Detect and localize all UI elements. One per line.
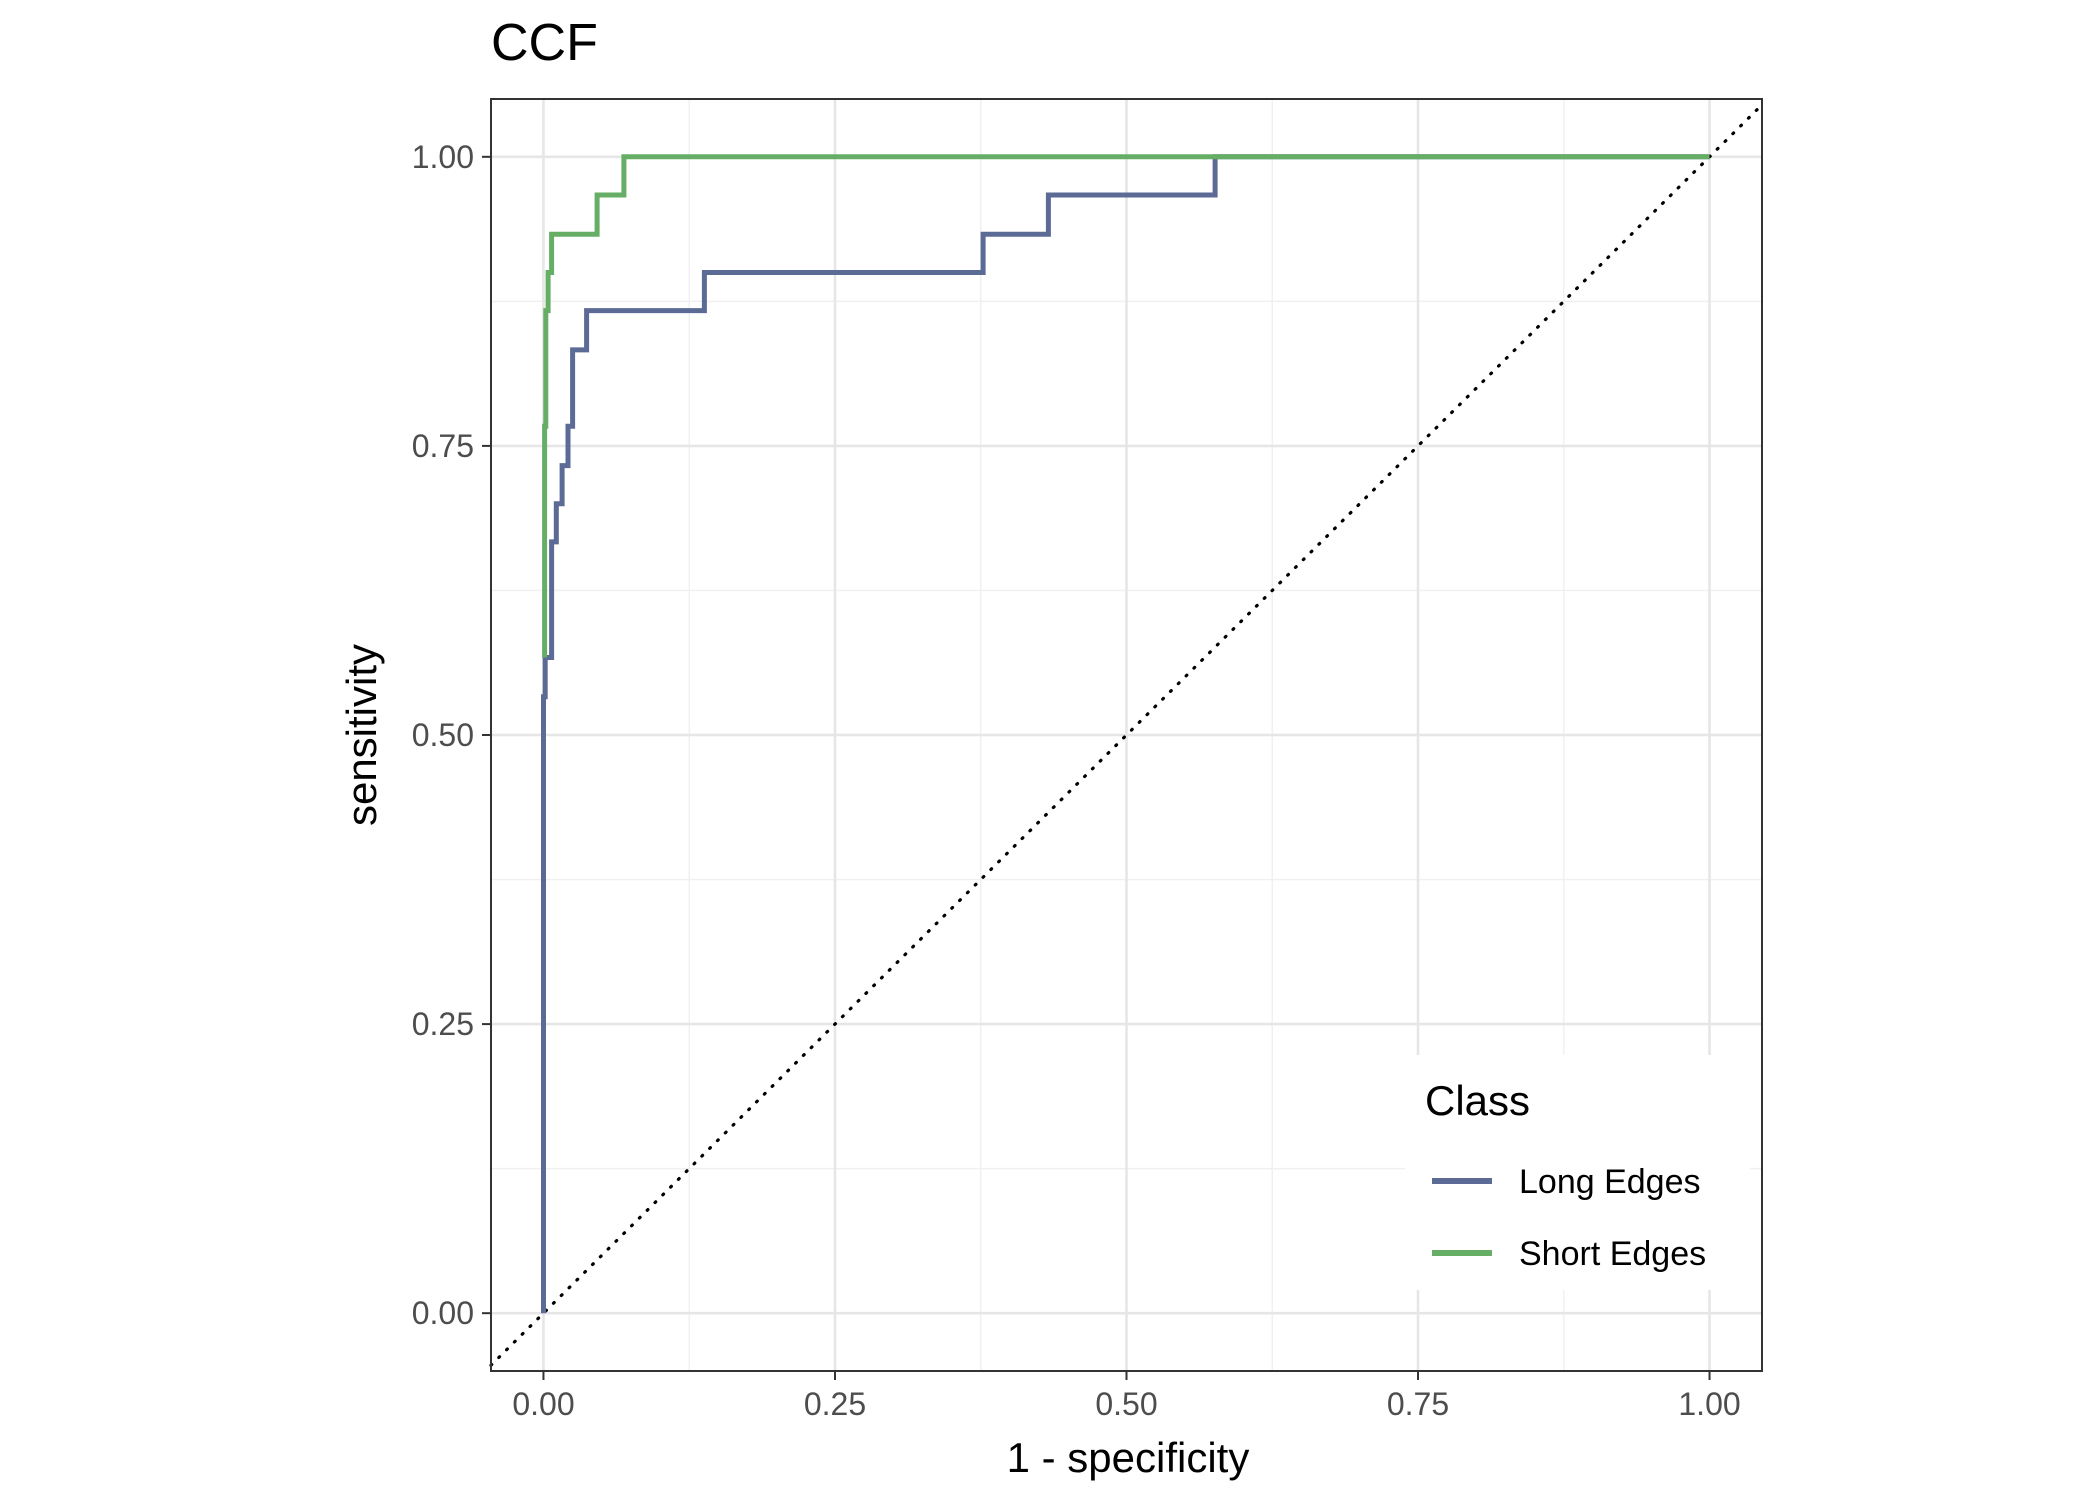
x-axis: 0.00 0.25 0.50 0.75 1.00 (512, 1371, 1741, 1422)
x-tick-label: 0.50 (1095, 1386, 1157, 1422)
y-tick-label: 1.00 (412, 139, 474, 175)
legend-label-long-edges: Long Edges (1519, 1163, 1701, 1201)
series-line-short-edges (542, 154, 1710, 658)
legend-items: Long Edges Short Edges (1432, 1163, 1706, 1273)
y-tick-label: 0.75 (412, 428, 474, 464)
y-axis-title: sensitivity (338, 644, 385, 826)
legend-label-short-edges: Short Edges (1519, 1235, 1706, 1273)
x-tick-label: 0.25 (804, 1386, 866, 1422)
legend: Class Long Edges Short Edges (1405, 1055, 1750, 1290)
chance-diagonal-line (489, 103, 1764, 1367)
legend-title: Class (1425, 1077, 1530, 1124)
y-axis: 0.00 0.25 0.50 0.75 1.00 (412, 139, 491, 1331)
x-axis-title: 1 - specificity (1007, 1434, 1250, 1481)
x-tick-label: 1.00 (1678, 1386, 1740, 1422)
y-tick-label: 0.25 (412, 1006, 474, 1042)
y-tick-label: 0.50 (412, 717, 474, 753)
plot-panel (489, 98, 1764, 1372)
x-tick-label: 0.00 (512, 1386, 574, 1422)
y-tick-label: 0.00 (412, 1295, 474, 1331)
series-line-long-edges (541, 154, 1710, 1314)
chart-title: CCF (491, 14, 598, 72)
x-tick-label: 0.75 (1387, 1386, 1449, 1422)
series-layer (541, 154, 1710, 1314)
